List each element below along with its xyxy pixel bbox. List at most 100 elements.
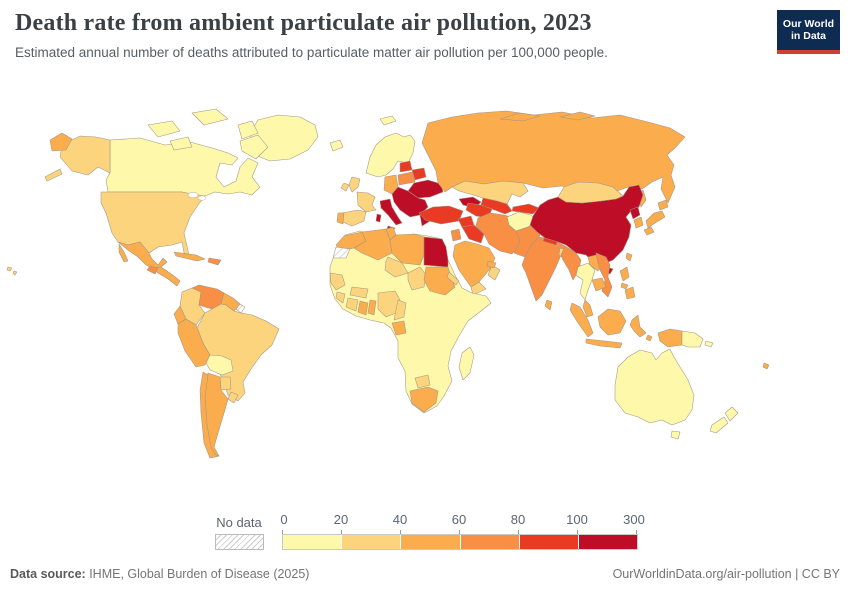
map-region-south-korea[interactable] (633, 216, 644, 229)
map-region-myanmar[interactable] (560, 245, 582, 281)
map-region-cambodia[interactable] (591, 277, 607, 292)
map-region-burkina-faso[interactable] (349, 286, 369, 299)
map-region-north-korea[interactable] (629, 206, 641, 220)
map-region-japan[interactable] (657, 199, 669, 211)
legend-bin-20-40[interactable] (342, 535, 402, 549)
map-region-paraguay[interactable] (219, 376, 232, 391)
map-region-australia[interactable] (614, 348, 695, 426)
map-region-new-zealand[interactable] (724, 406, 739, 422)
map-region-sierra-leone-liberia[interactable] (335, 291, 346, 304)
map-region-svalbard[interactable] (379, 115, 397, 126)
map-region-sulawesi[interactable] (629, 314, 647, 338)
map-region-turkey[interactable] (418, 205, 464, 225)
map-region-france[interactable] (356, 191, 377, 213)
map-region-kazakhstan[interactable] (451, 180, 529, 205)
map-region-poland[interactable] (397, 171, 416, 186)
map-region-hispaniola[interactable] (207, 257, 222, 266)
map-region-benin-togo[interactable] (367, 299, 377, 316)
map-region-japan[interactable] (645, 210, 666, 229)
map-region-yemen[interactable] (470, 281, 487, 296)
map-region-sumatra[interactable] (569, 302, 594, 338)
map-region-chile[interactable] (199, 371, 220, 459)
map-region-botswana[interactable] (414, 374, 431, 389)
map-region-sri-lanka[interactable] (544, 299, 553, 311)
map-region-arctic-islands[interactable] (147, 120, 181, 138)
map-region-vietnam[interactable] (595, 252, 613, 298)
map-region-uae[interactable] (486, 260, 497, 269)
map-region-libya[interactable] (389, 233, 425, 266)
map-region-portugal[interactable] (336, 212, 345, 225)
map-region-java[interactable] (585, 338, 623, 349)
map-region-scandinavia[interactable] (365, 132, 416, 178)
map-region-niger[interactable] (384, 256, 409, 278)
map-region-cameroon[interactable] (393, 299, 407, 321)
map-region-tasmania[interactable] (670, 430, 681, 440)
map-region-novaya-zemlya[interactable] (499, 112, 541, 122)
map-region-spain[interactable] (341, 209, 367, 227)
map-region-cote-divoire[interactable] (345, 297, 359, 312)
map-region-west-papua[interactable] (657, 328, 683, 348)
map-region-baja[interactable] (118, 243, 129, 263)
map-region-iceland[interactable] (329, 139, 344, 152)
map-region-japan[interactable] (643, 226, 655, 236)
legend-no-data-swatch[interactable] (215, 534, 264, 550)
map-region-moluccas[interactable] (645, 334, 653, 342)
map-region-uk[interactable] (348, 176, 361, 193)
map-region-alaska[interactable] (59, 135, 111, 176)
credit-link[interactable]: OurWorldinData.org/air-pollution | CC BY (612, 567, 840, 581)
map-region-philippines[interactable] (620, 282, 629, 290)
legend-bin-100-300[interactable] (578, 535, 638, 549)
owid-logo[interactable]: Our World in Data (777, 10, 840, 54)
map-region-alaska[interactable] (44, 168, 63, 182)
map-region-egypt[interactable] (423, 236, 449, 268)
map-region-iraq[interactable] (461, 224, 485, 244)
map-region-mexico[interactable] (117, 241, 168, 269)
map-region-philippines[interactable] (619, 266, 630, 282)
map-region-jordan-israel[interactable] (450, 228, 462, 242)
map-region-italy[interactable] (379, 198, 403, 226)
map-region-eritrea[interactable] (446, 271, 460, 286)
map-region-malaysia[interactable] (582, 299, 594, 318)
legend-bin-80-100[interactable] (519, 535, 579, 549)
map-region-baltics[interactable] (399, 160, 413, 173)
map-region-belarus[interactable] (411, 167, 427, 181)
map-region-sardinia[interactable] (375, 213, 382, 223)
map-region-novaya-zemlya[interactable] (559, 111, 596, 121)
map-region-central-america[interactable] (151, 266, 181, 287)
map-region-philippines[interactable] (624, 286, 636, 300)
map-region-greenland[interactable] (249, 114, 319, 162)
map-region-sudan[interactable] (423, 266, 456, 296)
map-region-ghana[interactable] (357, 300, 369, 316)
map-region-arctic-islands[interactable] (239, 134, 269, 160)
map-region-arctic-islands[interactable] (191, 108, 229, 126)
legend-bin-0-20[interactable] (283, 535, 343, 549)
map-region-senegal-guinea[interactable] (329, 272, 346, 291)
map-region-papua-new-guinea[interactable] (704, 340, 714, 348)
map-region-thailand[interactable] (575, 262, 596, 301)
map-region-guatemala[interactable] (146, 265, 159, 275)
map-region-papua-new-guinea[interactable] (681, 330, 704, 348)
map-region-taiwan[interactable] (625, 252, 633, 262)
map-region-balkans[interactable] (391, 186, 429, 218)
map-region-cuba[interactable] (173, 251, 206, 262)
map-region-saudi-arabia[interactable] (452, 240, 496, 288)
map-region-arctic-islands[interactable] (169, 136, 193, 151)
map-region-bolivia[interactable] (205, 354, 234, 376)
map-region-chad[interactable] (407, 266, 427, 291)
map-region-oman[interactable] (487, 264, 501, 281)
map-region-arctic-islands[interactable] (237, 120, 259, 140)
map-region-gabon-congo[interactable] (391, 320, 407, 336)
map-region-peru[interactable] (177, 318, 211, 368)
map-region-mongolia[interactable] (557, 181, 624, 204)
legend-bin-60-80[interactable] (460, 535, 520, 549)
map-region-kyrgyzstan-tajikistan[interactable] (511, 203, 540, 215)
map-region-hawaii[interactable] (6, 266, 13, 272)
map-region-fiji[interactable] (762, 362, 770, 370)
map-region-western-sahara[interactable] (332, 246, 351, 259)
map-region-india[interactable] (521, 236, 566, 302)
map-region-chukotka[interactable] (49, 132, 73, 152)
map-region-new-zealand[interactable] (709, 416, 729, 434)
map-region-uruguay[interactable] (227, 391, 239, 404)
legend-bin-40-60[interactable] (401, 535, 461, 549)
map-region-usa[interactable] (100, 191, 206, 256)
